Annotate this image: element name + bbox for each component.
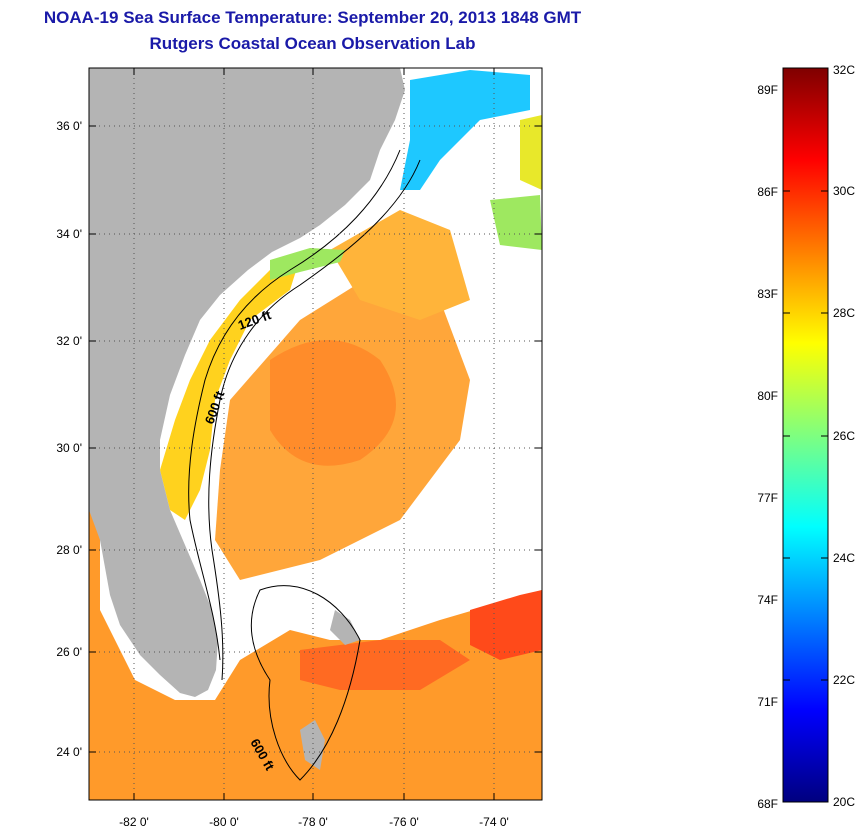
graticule [89,68,542,800]
lon-label: -76 0' [389,815,419,829]
colorbar-label-c: 24C [833,551,855,565]
map-ticks [89,68,542,800]
sst-shelf-green [270,248,345,280]
lat-label: 30 0' [56,441,82,455]
colorbar-label-f: 74F [757,593,778,607]
colorbar-label-f: 77F [757,491,778,505]
lon-label: -80 0' [209,815,239,829]
lat-label: 24 0' [56,745,82,759]
colorbar-label-c: 26C [833,429,855,443]
colorbar-label-f: 80F [757,389,778,403]
colorbar-label-f: 83F [757,287,778,301]
sst-northeast-green [490,195,542,250]
colorbar-label-f: 71F [757,695,778,709]
colorbar-label-f: 86F [757,185,778,199]
colorbar [782,67,829,803]
lon-label: -78 0' [298,815,328,829]
map-title: NOAA-19 Sea Surface Temperature: Septemb… [43,8,582,27]
lon-label: -74 0' [479,815,509,829]
sst-warm-gulf [89,495,542,800]
lat-label: 34 0' [56,227,82,241]
contour-bahamas [250,585,361,781]
colorbar-label-c: 20C [833,795,855,809]
sst-north-orange [330,210,470,320]
lat-label: 36 0' [56,119,82,133]
lon-label: -82 0' [119,815,149,829]
map-subtitle: Rutgers Coastal Ocean Observation Lab [149,34,476,53]
sst-shelf-yellow [160,258,300,520]
colorbar-label-c: 28C [833,306,855,320]
sst-east-warm [470,590,542,660]
sst-center-eddy [270,340,396,466]
colorbar-label-f: 89F [757,83,778,97]
colorbar-label-c: 32C [833,63,855,77]
map-canvas: 120 ft 600 ft 600 ft [89,68,542,800]
colorbar-label-c: 30C [833,184,855,198]
colorbar-label-f: 68F [757,797,778,811]
colorbar-ticks [783,190,828,681]
sst-northeast-yellow [520,115,542,190]
lat-label: 32 0' [56,334,82,348]
land-bahamas [300,610,360,770]
contour-120ft [188,149,401,661]
contour-600ft [208,159,421,681]
sst-north-cyan [400,70,530,190]
colorbar-label-c: 22C [833,673,855,687]
sst-south-warm [300,640,470,690]
map-frame [88,67,543,801]
land-southeast-us [89,68,405,697]
lat-label: 26 0' [56,645,82,659]
lat-label: 28 0' [56,543,82,557]
